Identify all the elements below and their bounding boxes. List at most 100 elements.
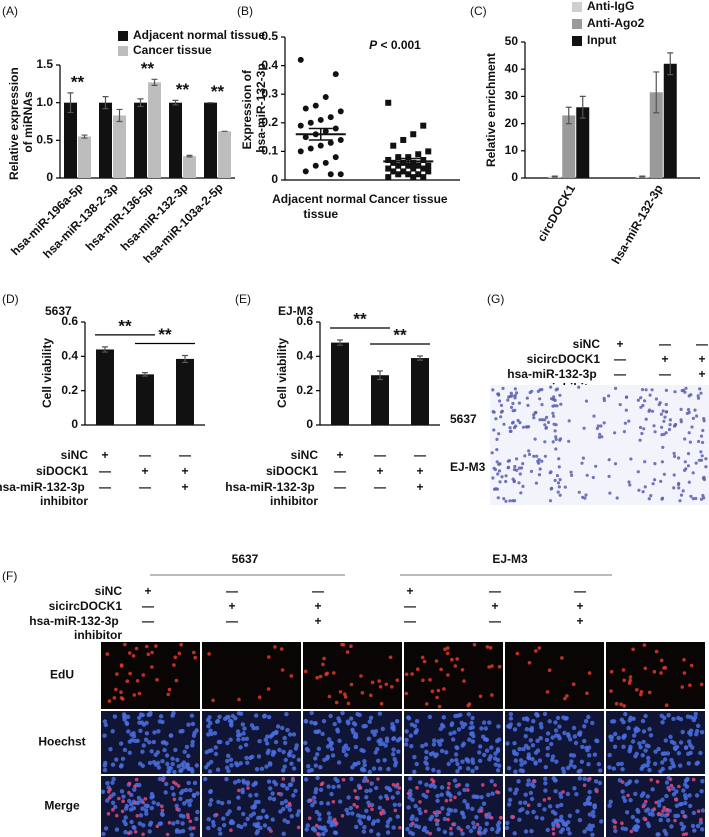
cell-dot <box>370 680 375 685</box>
cell-dot <box>318 787 324 792</box>
cell-dot <box>325 801 331 806</box>
cell-dot <box>517 401 522 405</box>
data-point <box>337 136 344 143</box>
cell-dot <box>125 679 130 683</box>
cell-dot <box>469 720 474 726</box>
cell-dot <box>190 739 195 745</box>
cell-dot <box>595 738 600 744</box>
cell-dot <box>418 780 423 785</box>
cell-dot <box>518 758 524 763</box>
cell-dot <box>226 800 232 805</box>
data-point <box>317 116 324 123</box>
cell-dot <box>614 701 619 706</box>
cell-dot <box>517 817 522 822</box>
cell-dot <box>478 694 483 699</box>
legend-label: Input <box>587 33 616 47</box>
cell-dot <box>545 827 550 833</box>
cell-dot <box>571 682 576 686</box>
y-tick-label: 10 <box>505 143 519 157</box>
cell-dot <box>657 803 662 808</box>
cell-dot <box>361 814 367 819</box>
cell-dot <box>149 805 154 811</box>
cell-dot <box>320 731 325 737</box>
cell-dot <box>555 804 560 809</box>
cell-dot <box>695 414 699 418</box>
cell-dot <box>186 780 191 786</box>
cell-dot <box>190 743 195 748</box>
cell-dot <box>664 402 668 407</box>
cell-dot <box>107 796 112 800</box>
cell-dot <box>448 798 453 802</box>
cell-dot <box>406 805 411 810</box>
cell-dot <box>381 808 385 813</box>
cell-dot <box>681 388 686 392</box>
cell-dot <box>293 788 298 794</box>
cell-dot <box>470 768 475 774</box>
cell-dot <box>553 728 559 733</box>
cell-dot <box>534 410 538 415</box>
cell-dot <box>287 801 292 806</box>
cell-dot <box>495 747 501 752</box>
cell-dot <box>280 668 285 672</box>
cell-dot <box>131 806 137 811</box>
cell-dot <box>367 769 372 775</box>
cell-dot <box>227 809 232 814</box>
y-tick-label: 0.2 <box>261 115 278 129</box>
cell-dot <box>362 768 367 773</box>
cell-dot <box>585 691 589 695</box>
cell-dot <box>496 392 500 396</box>
cell-dot <box>241 736 246 742</box>
cell-dot <box>179 642 183 647</box>
cell-dot <box>635 688 639 692</box>
cell-dot <box>161 778 165 782</box>
condition-sign: + <box>314 614 321 628</box>
cell-dot <box>420 743 425 749</box>
cell-dot <box>674 422 678 427</box>
cell-dot <box>361 748 366 754</box>
cell-dot <box>110 780 115 785</box>
cell-dot <box>577 817 583 823</box>
cell-dot <box>119 690 123 694</box>
cell-dot <box>293 746 299 751</box>
micrograph <box>636 385 709 445</box>
cell-dot <box>633 827 638 832</box>
cell-dot <box>129 819 134 825</box>
cell-dot <box>168 733 174 738</box>
cell-dot <box>404 737 409 743</box>
cell-dot <box>131 731 136 736</box>
cell-dot <box>194 763 199 768</box>
cell-dot <box>171 821 176 826</box>
cell-dot <box>273 739 279 745</box>
cell-dot <box>688 803 693 809</box>
error-bar <box>667 52 674 76</box>
cell-dot <box>245 760 250 765</box>
cell-dot <box>281 777 286 781</box>
cell-dot <box>312 799 317 805</box>
cell-dot <box>531 784 536 789</box>
cell-dot <box>289 761 294 766</box>
cell-dot <box>683 800 688 806</box>
cell-dot <box>567 813 573 818</box>
cell-dot <box>667 788 672 792</box>
condition-sign: — <box>334 480 346 494</box>
cell-dot <box>176 784 181 788</box>
cell-dot <box>702 477 707 482</box>
cell-dot <box>453 752 459 757</box>
cell-dot <box>211 819 216 825</box>
micrograph <box>563 385 636 445</box>
cell-dot <box>172 663 176 667</box>
cell-dot <box>279 801 285 806</box>
cell-dot <box>657 812 661 816</box>
cell-dot <box>519 491 523 495</box>
cell-dot <box>681 788 686 793</box>
cell-dot <box>645 821 651 826</box>
cell-dot <box>162 747 167 753</box>
cell-dot <box>465 783 470 788</box>
micrograph <box>101 642 200 709</box>
cell-dot <box>580 461 584 465</box>
cell-dot <box>226 753 231 758</box>
cell-dot <box>699 789 704 794</box>
cell-dot <box>608 491 612 495</box>
error-bar <box>81 134 88 139</box>
cell-dot <box>412 754 417 760</box>
